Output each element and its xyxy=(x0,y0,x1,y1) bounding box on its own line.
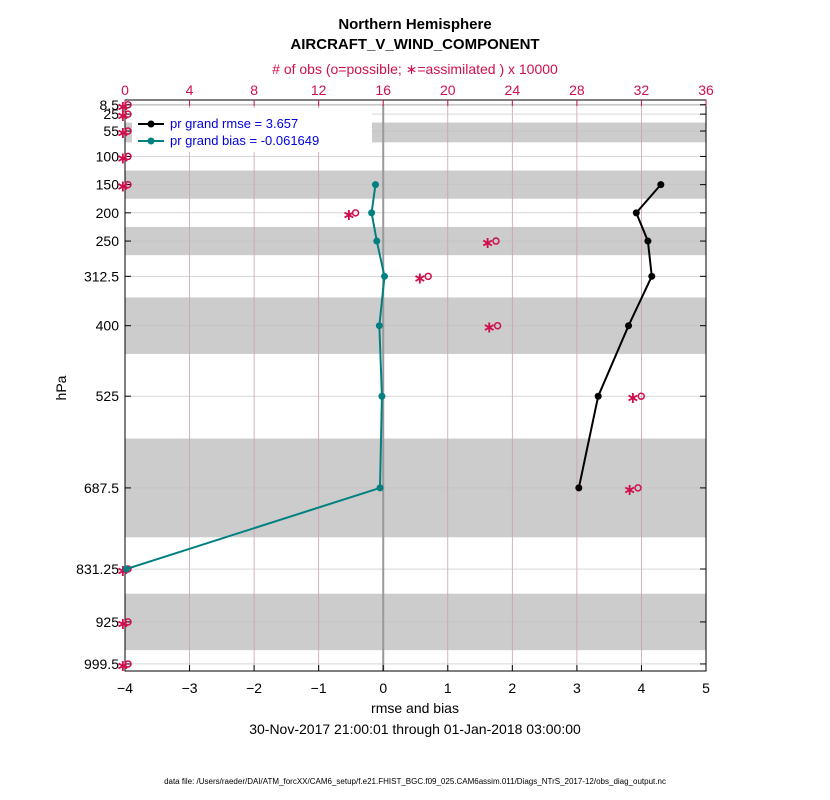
series-0-point-2 xyxy=(644,237,652,245)
obs-assimilated-marker-13: ∗ xyxy=(116,658,129,675)
series-1-point-6 xyxy=(376,484,384,492)
legend-box xyxy=(132,108,372,152)
obs-assimilated-marker-8: ∗ xyxy=(483,320,496,337)
series-0-point-0 xyxy=(657,181,665,189)
obs-possible-marker-12 xyxy=(124,618,132,626)
obs-assimilated-marker-1: ∗ xyxy=(116,108,129,125)
y-tick-label-8: 400 xyxy=(96,318,120,334)
x-tick-label--4: −4 xyxy=(117,680,133,696)
y-tick-label-11: 831.25 xyxy=(76,561,119,577)
y-tick-label-2: 55 xyxy=(103,123,119,139)
date-range: 30-Nov-2017 21:00:01 through 01-Jan-2018… xyxy=(249,721,581,737)
plot-frame xyxy=(124,99,707,672)
series-1-point-1 xyxy=(368,209,376,217)
x-tick-label-0: 0 xyxy=(379,680,387,696)
legend-rmse-label: pr grand rmse = 3.657 xyxy=(170,116,298,131)
y-tick-label-9: 525 xyxy=(96,388,120,404)
obs-possible-marker-10 xyxy=(634,484,642,492)
obs-possible-marker-4 xyxy=(124,180,132,189)
top-tick-label-12: 12 xyxy=(311,82,327,98)
obs-possible-marker-3 xyxy=(124,152,132,161)
x-tick-label-3: 3 xyxy=(573,680,581,696)
obs-assimilated-marker-10: ∗ xyxy=(623,482,636,499)
obs-assimilated-marker-6: ∗ xyxy=(481,235,494,252)
x-axis-ticks: −4 −3 −2 −1 0 1 2 3 4 5 xyxy=(117,665,710,696)
top-tick-label-8: 8 xyxy=(250,82,258,98)
series-0-point-1 xyxy=(632,209,640,217)
x-tick-label-4: 4 xyxy=(638,680,646,696)
x-axis-label: rmse and bias xyxy=(371,700,459,716)
x-tick-label--1: −1 xyxy=(311,680,327,696)
obs-possible-marker-0 xyxy=(124,101,132,109)
series-0-point-5 xyxy=(594,392,602,400)
obs-possible-marker-7 xyxy=(424,272,432,281)
y-tick-label-13: 999.5 xyxy=(84,656,119,672)
top-tick-label-16: 16 xyxy=(375,82,391,98)
top-axis-label: # of obs (o=possible; ∗=assimilated ) x … xyxy=(272,61,558,77)
top-tick-label-28: 28 xyxy=(569,82,585,98)
series-line-1 xyxy=(125,184,386,570)
x-tick-label-2: 2 xyxy=(508,680,516,696)
chart-title: Northern Hemisphere xyxy=(338,16,491,33)
shaded-bands xyxy=(125,103,706,651)
obs-possible-marker-8 xyxy=(493,321,502,330)
y-tick-label-7: 312.5 xyxy=(84,268,119,284)
top-tick-label-20: 20 xyxy=(440,82,456,98)
obs-assimilated-marker-9: ∗ xyxy=(626,390,639,407)
y-axis-label: hPa xyxy=(53,375,69,400)
obs-possible-marker-9 xyxy=(637,392,645,400)
obs-assimilated-marker-4: ∗ xyxy=(116,179,129,196)
obs-possible-marker-2 xyxy=(124,127,132,135)
y-tick-label-12: 925 xyxy=(96,614,120,630)
series-0-point-3 xyxy=(648,272,656,280)
y-tick-label-6: 250 xyxy=(96,233,120,249)
legend-rmse-marker xyxy=(147,120,155,128)
series-0-point-6 xyxy=(575,484,583,492)
obs-possible-marker-6 xyxy=(492,237,500,245)
top-tick-label-32: 32 xyxy=(634,82,650,98)
top-tick-label-0: 0 xyxy=(121,82,129,98)
obs-possible-marker-13 xyxy=(124,660,132,668)
y-tick-label-5: 200 xyxy=(96,205,120,221)
series-0-point-4 xyxy=(625,322,633,330)
series-1-point-4 xyxy=(375,322,383,330)
top-tick-label-24: 24 xyxy=(505,82,521,98)
chart-subtitle: AIRCRAFT_V_WIND_COMPONENT xyxy=(290,36,539,53)
obs-possible-marker-1 xyxy=(124,110,132,118)
obs-possible-marker-5 xyxy=(351,209,360,217)
series-1-point-5 xyxy=(378,392,386,400)
x-tick-label-1: 1 xyxy=(444,680,452,696)
x-tick-label--2: −2 xyxy=(246,680,262,696)
obs-assimilated-marker-12: ∗ xyxy=(116,616,129,633)
grid-lines xyxy=(125,100,706,671)
x-tick-label--3: −3 xyxy=(182,680,198,696)
obs-assimilated-marker-2: ∗ xyxy=(116,125,129,142)
obs-assimilated-marker-3: ∗ xyxy=(116,150,129,167)
top-tick-label-4: 4 xyxy=(186,82,194,98)
series-lines xyxy=(122,181,665,573)
y-tick-label-10: 687.5 xyxy=(84,480,119,496)
y-tick-label-4: 150 xyxy=(96,177,120,193)
top-tick-label-36: 36 xyxy=(698,82,714,98)
obs-assimilated-marker-7: ∗ xyxy=(413,270,426,287)
y-tick-label-0: 8.5 xyxy=(100,97,120,113)
obs-assimilated-marker-5: ∗ xyxy=(342,207,355,224)
series-1-point-3 xyxy=(381,272,389,280)
series-1-point-0 xyxy=(371,181,379,189)
x-tick-label-5: 5 xyxy=(702,680,710,696)
series-1-point-2 xyxy=(373,237,381,245)
legend: pr grand rmse = 3.657 pr grand bias = -0… xyxy=(132,108,372,152)
top-axis-ticks: 0 4 8 12 16 20 24 28 32 36 xyxy=(121,82,714,106)
y-tick-label-1: 25 xyxy=(103,106,119,122)
series-1-point-7 xyxy=(122,565,130,573)
footnote: data file: /Users/raeder/DAI/ATM_forcXX/… xyxy=(164,777,666,786)
y-tick-label-3: 100 xyxy=(96,148,120,164)
legend-bias-label: pr grand bias = -0.061649 xyxy=(170,133,319,148)
legend-bias-marker xyxy=(147,137,155,145)
